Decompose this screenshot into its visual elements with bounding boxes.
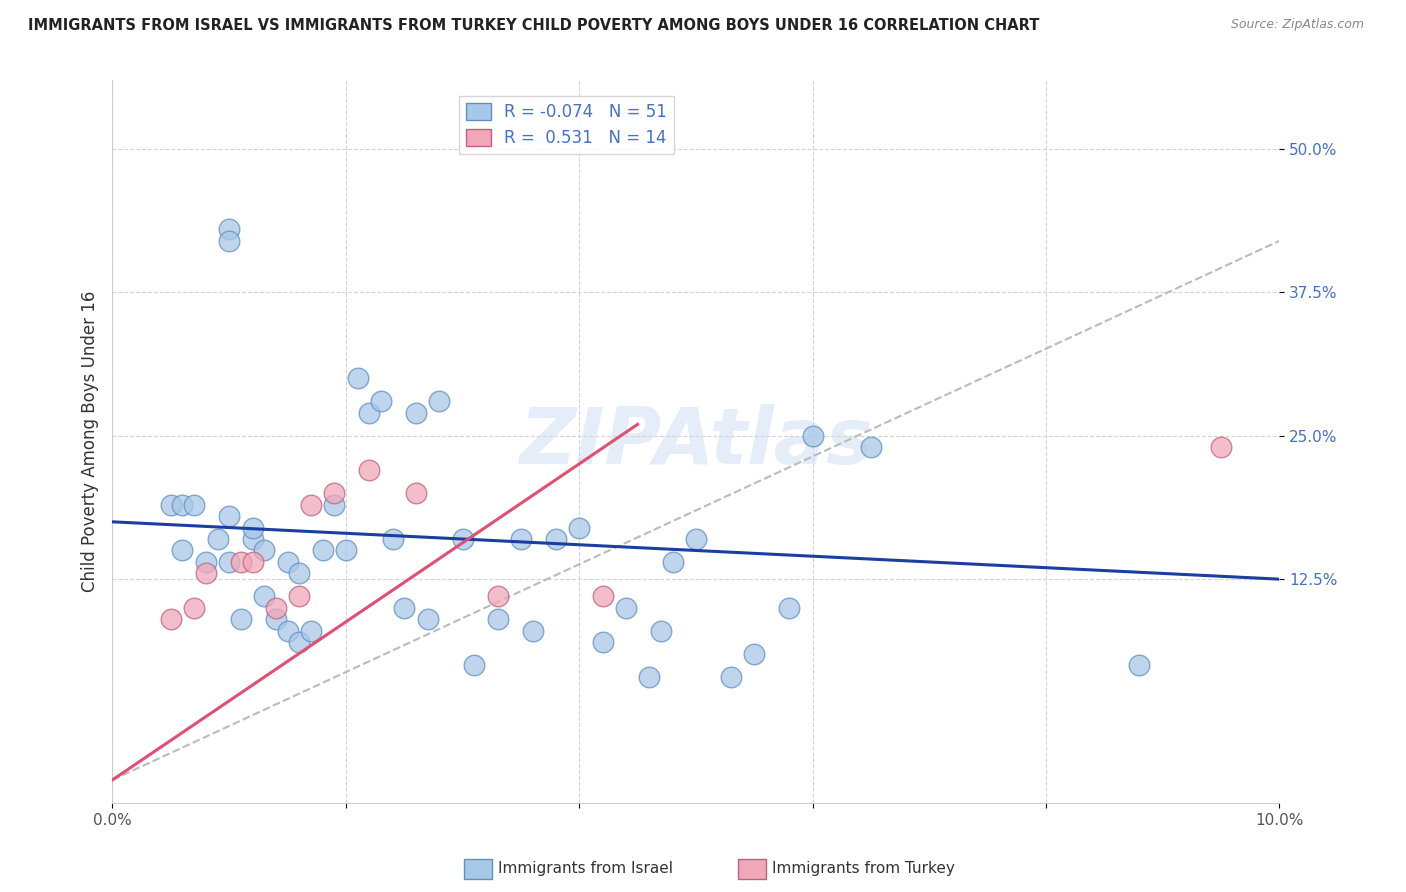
- Point: [172, 498, 194, 512]
- Point: [218, 555, 240, 569]
- Point: [299, 624, 322, 638]
- Point: [568, 520, 591, 534]
- Point: [194, 566, 217, 581]
- Point: [860, 440, 883, 454]
- Point: [264, 612, 287, 626]
- Point: [614, 600, 637, 615]
- Point: [359, 406, 381, 420]
- Text: Immigrants from Turkey: Immigrants from Turkey: [772, 862, 955, 876]
- Point: [650, 624, 672, 638]
- Text: IMMIGRANTS FROM ISRAEL VS IMMIGRANTS FROM TURKEY CHILD POVERTY AMONG BOYS UNDER : IMMIGRANTS FROM ISRAEL VS IMMIGRANTS FRO…: [28, 18, 1039, 33]
- Point: [1209, 440, 1232, 454]
- Point: [253, 543, 276, 558]
- Point: [661, 555, 683, 569]
- Point: [544, 532, 567, 546]
- Point: [463, 658, 485, 673]
- Point: [253, 590, 276, 604]
- Text: Immigrants from Israel: Immigrants from Israel: [498, 862, 672, 876]
- Point: [288, 590, 311, 604]
- Point: [801, 429, 824, 443]
- Point: [1128, 658, 1150, 673]
- Point: [242, 555, 264, 569]
- Point: [288, 635, 311, 649]
- Point: [370, 394, 392, 409]
- Point: [742, 647, 765, 661]
- Point: [207, 532, 229, 546]
- Point: [323, 498, 346, 512]
- Point: [405, 486, 427, 500]
- Text: ZIPAtlas: ZIPAtlas: [519, 403, 873, 480]
- Point: [183, 600, 205, 615]
- Point: [359, 463, 381, 477]
- Point: [405, 406, 427, 420]
- Point: [416, 612, 439, 626]
- Point: [229, 612, 252, 626]
- Point: [299, 498, 322, 512]
- Point: [218, 234, 240, 248]
- Point: [194, 555, 217, 569]
- Point: [311, 543, 333, 558]
- Point: [592, 590, 614, 604]
- Point: [160, 612, 183, 626]
- Point: [276, 624, 298, 638]
- Point: [638, 670, 661, 684]
- Point: [160, 498, 183, 512]
- Point: [264, 600, 287, 615]
- Point: [218, 509, 240, 524]
- Point: [276, 555, 298, 569]
- Point: [172, 543, 194, 558]
- Point: [592, 635, 614, 649]
- Point: [218, 222, 240, 236]
- Point: [720, 670, 742, 684]
- Point: [229, 555, 252, 569]
- Point: [242, 532, 264, 546]
- Point: [522, 624, 544, 638]
- Y-axis label: Child Poverty Among Boys Under 16: Child Poverty Among Boys Under 16: [80, 291, 98, 592]
- Point: [486, 612, 509, 626]
- Text: Source: ZipAtlas.com: Source: ZipAtlas.com: [1230, 18, 1364, 31]
- Point: [346, 371, 368, 385]
- Legend: R = -0.074   N = 51, R =  0.531   N = 14: R = -0.074 N = 51, R = 0.531 N = 14: [460, 95, 673, 153]
- Point: [394, 600, 416, 615]
- Point: [381, 532, 404, 546]
- Point: [427, 394, 450, 409]
- Point: [288, 566, 311, 581]
- Point: [335, 543, 357, 558]
- Point: [486, 590, 509, 604]
- Point: [242, 520, 264, 534]
- Point: [778, 600, 800, 615]
- Point: [323, 486, 346, 500]
- Point: [685, 532, 707, 546]
- Point: [183, 498, 205, 512]
- Point: [509, 532, 531, 546]
- Point: [451, 532, 474, 546]
